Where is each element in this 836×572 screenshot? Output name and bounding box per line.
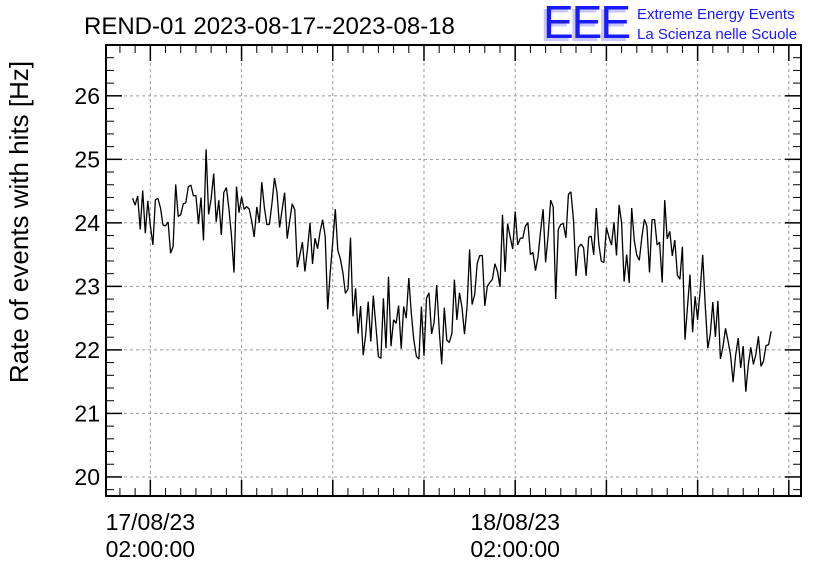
y-tick-label: 23 xyxy=(74,273,100,299)
x-tick-label-date: 17/08/23 xyxy=(106,509,196,535)
y-tick-label: 22 xyxy=(74,337,100,363)
y-tick-label: 25 xyxy=(74,146,100,172)
y-tick-label: 20 xyxy=(74,464,100,490)
logo-mark: EEE xyxy=(543,0,631,48)
y-axis-label: Rate of events with hits [Hz] xyxy=(4,61,34,383)
chart-title: REND-01 2023-08-17--2023-08-18 xyxy=(84,13,455,40)
logo-line-2: La Scienza nelle Scuole xyxy=(637,26,797,43)
logo-mark-shadow: EEE xyxy=(540,0,628,51)
data-series xyxy=(131,149,772,392)
y-tick-label: 21 xyxy=(74,400,100,426)
series-line-0 xyxy=(131,149,772,392)
eee-logo: EEE EEE Extreme Energy Events La Scienza… xyxy=(540,0,797,51)
y-tick-label: 24 xyxy=(74,210,100,236)
x-tick-label-time: 02:00:00 xyxy=(470,536,560,562)
axis-ticks xyxy=(106,44,801,496)
y-tick-label: 26 xyxy=(74,83,100,109)
axis-labels: 2021222324252617/08/2302:00:0018/08/2302… xyxy=(74,83,560,562)
x-tick-label-time: 02:00:00 xyxy=(106,536,196,562)
plot-frame xyxy=(105,44,802,497)
logo-line-1: Extreme Energy Events xyxy=(637,6,795,23)
x-tick-label-date: 18/08/23 xyxy=(470,509,560,535)
grid-lines xyxy=(106,45,801,496)
